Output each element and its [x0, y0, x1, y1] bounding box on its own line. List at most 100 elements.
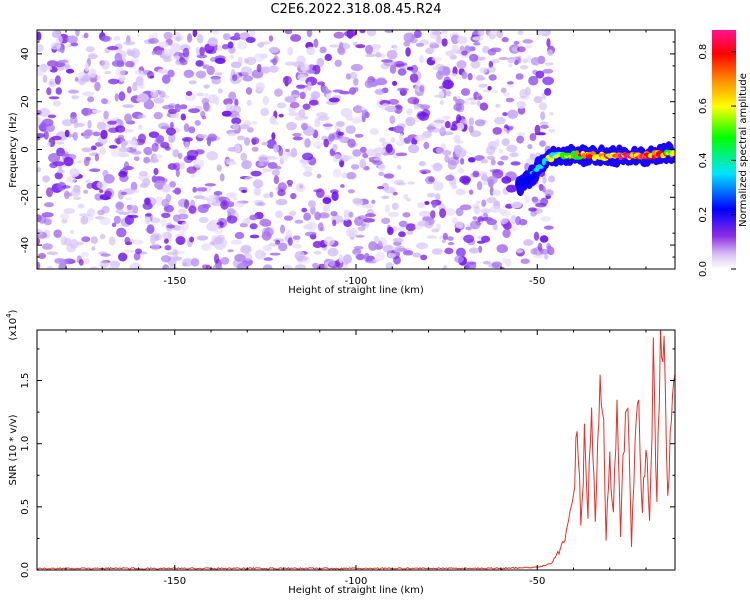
noise-speckle — [63, 156, 74, 167]
noise-speckle — [65, 68, 75, 74]
noise-speckle — [426, 235, 438, 239]
noise-speckle — [395, 63, 405, 67]
noise-speckle — [133, 252, 141, 261]
noise-speckle — [162, 231, 173, 240]
noise-speckle — [350, 71, 358, 79]
noise-speckle — [170, 43, 182, 53]
noise-speckle — [415, 42, 425, 47]
noise-speckle — [280, 224, 285, 234]
noise-speckle — [294, 264, 307, 269]
noise-speckle — [206, 151, 219, 161]
noise-speckle — [126, 49, 136, 57]
noise-speckle — [332, 154, 342, 163]
noise-speckle — [213, 191, 223, 196]
noise-speckle — [277, 189, 286, 197]
noise-speckle — [492, 189, 502, 196]
noise-speckle — [58, 165, 63, 171]
noise-speckle — [63, 64, 71, 69]
noise-speckle — [175, 168, 180, 178]
noise-speckle — [90, 145, 97, 151]
noise-speckle — [249, 214, 258, 221]
noise-speckle — [113, 215, 121, 224]
y-tick-label: -40 — [20, 237, 31, 253]
noise-speckle — [107, 46, 119, 51]
noise-speckle — [372, 160, 383, 166]
noise-speckle — [442, 150, 452, 156]
noise-speckle — [129, 262, 142, 269]
noise-speckle — [345, 125, 356, 134]
noise-speckle — [229, 54, 235, 59]
noise-speckle — [306, 30, 313, 38]
noise-speckle — [84, 129, 93, 137]
noise-speckle — [240, 152, 248, 161]
noise-speckle — [332, 219, 337, 227]
noise-speckle — [406, 66, 414, 71]
noise-speckle — [190, 258, 200, 267]
noise-speckle — [496, 30, 504, 39]
noise-speckle — [263, 193, 270, 199]
noise-speckle — [338, 41, 344, 51]
noise-speckle — [453, 103, 463, 112]
noise-speckle — [268, 46, 280, 54]
noise-speckle — [113, 35, 121, 41]
noise-speckle — [183, 155, 194, 164]
noise-speckle — [54, 75, 61, 85]
noise-speckle — [425, 47, 435, 55]
noise-speckle — [398, 220, 408, 228]
noise-speckle — [153, 167, 159, 176]
noise-speckle — [162, 57, 173, 62]
noise-speckle — [431, 248, 443, 255]
noise-speckle — [385, 262, 394, 269]
noise-speckle — [46, 87, 52, 96]
noise-speckle — [83, 257, 90, 265]
noise-speckle — [359, 30, 366, 34]
noise-speckle — [37, 110, 42, 116]
spectrogram-x-axis-label: Height of straight line (km) — [288, 285, 424, 296]
noise-speckle — [380, 53, 386, 59]
noise-speckle — [362, 204, 374, 209]
noise-speckle — [455, 188, 466, 196]
noise-speckle — [368, 241, 378, 251]
noise-speckle — [403, 137, 411, 144]
noise-speckle — [52, 161, 65, 167]
signal-blob — [531, 170, 539, 177]
noise-speckle — [503, 92, 511, 97]
noise-speckle — [226, 201, 235, 208]
noise-speckle — [241, 189, 248, 193]
noise-speckle — [495, 104, 501, 108]
noise-speckle — [268, 66, 280, 72]
noise-speckle — [166, 127, 176, 136]
noise-speckle — [486, 155, 496, 160]
noise-speckle — [37, 167, 41, 173]
noise-speckle — [476, 100, 482, 106]
noise-speckle — [238, 76, 243, 81]
noise-speckle — [453, 96, 457, 102]
noise-speckle — [352, 149, 362, 157]
noise-speckle — [375, 52, 382, 58]
noise-speckle — [228, 91, 237, 101]
noise-speckle — [332, 168, 342, 178]
noise-speckle — [457, 35, 468, 45]
noise-speckle — [385, 105, 397, 113]
noise-speckle — [108, 265, 118, 269]
noise-speckle — [333, 31, 345, 39]
noise-speckle — [469, 247, 479, 254]
noise-speckle — [301, 122, 308, 131]
noise-speckle — [256, 63, 262, 73]
noise-speckle — [538, 102, 548, 111]
noise-speckle — [365, 255, 375, 262]
noise-speckle — [173, 256, 183, 261]
noise-speckle — [505, 97, 515, 103]
noise-speckle — [488, 74, 497, 81]
noise-speckle — [284, 80, 289, 87]
noise-speckle — [46, 187, 53, 198]
noise-speckle — [343, 258, 349, 265]
noise-speckle — [352, 198, 363, 204]
noise-speckle — [450, 73, 458, 77]
noise-speckle — [351, 117, 363, 124]
noise-speckle — [260, 108, 270, 117]
noise-speckle — [80, 251, 89, 258]
noise-speckle — [520, 258, 530, 264]
noise-speckle — [92, 131, 101, 137]
